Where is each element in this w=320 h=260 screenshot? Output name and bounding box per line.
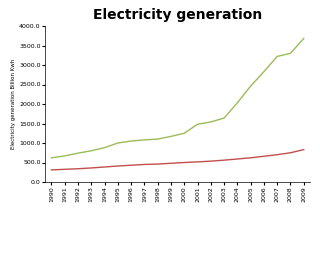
Line: India: India (52, 150, 304, 170)
Title: Electricity generation: Electricity generation (93, 8, 262, 22)
India (142, 163, 146, 166)
India (196, 160, 199, 164)
China (50, 156, 53, 159)
India (89, 166, 93, 170)
India (289, 151, 292, 154)
China (116, 141, 120, 145)
India (182, 161, 186, 164)
India (156, 162, 160, 166)
China (129, 139, 133, 142)
Y-axis label: Electricity generation Billion Kwh: Electricity generation Billion Kwh (11, 59, 16, 149)
India (262, 155, 266, 158)
China (236, 101, 239, 104)
China (182, 132, 186, 135)
China (209, 120, 213, 124)
India (116, 165, 120, 168)
China (169, 135, 173, 138)
China (63, 154, 67, 158)
China (89, 149, 93, 152)
India (209, 160, 213, 163)
Line: China: China (52, 38, 304, 158)
China (262, 70, 266, 73)
China (222, 116, 226, 120)
China (76, 152, 80, 155)
China (142, 138, 146, 141)
India (302, 148, 306, 151)
India (275, 153, 279, 156)
China (103, 146, 107, 149)
China (249, 84, 252, 88)
China (275, 55, 279, 58)
India (129, 164, 133, 167)
India (249, 156, 252, 159)
China (289, 52, 292, 55)
China (196, 123, 199, 126)
India (222, 159, 226, 162)
India (63, 168, 67, 171)
China (302, 37, 306, 40)
India (50, 168, 53, 172)
India (236, 157, 239, 160)
India (76, 167, 80, 170)
India (169, 162, 173, 165)
China (156, 138, 160, 141)
India (103, 165, 107, 168)
